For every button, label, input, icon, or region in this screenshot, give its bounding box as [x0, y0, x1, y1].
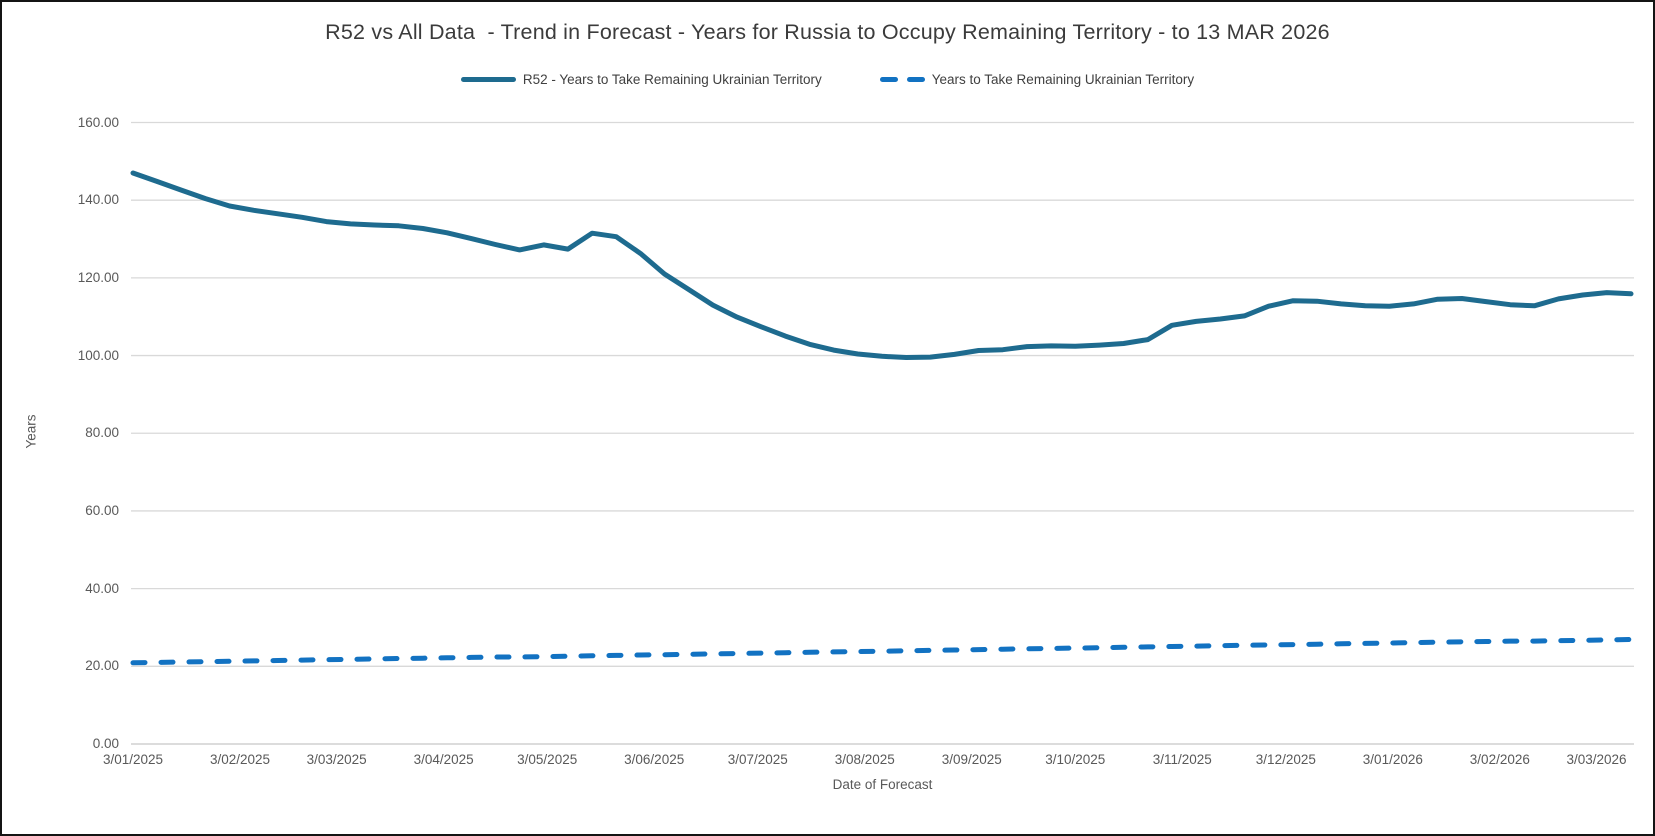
- series-line-dashed: [130, 637, 1634, 666]
- x-tick-label: 3/05/2025: [517, 752, 578, 767]
- y-tick-label: 0.00: [92, 736, 119, 751]
- legend-entry-alldata: Years to Take Remaining Ukrainian Territ…: [879, 72, 1195, 87]
- x-tick-label: 3/09/2025: [941, 752, 1002, 767]
- x-tick-label: 3/01/2025: [102, 752, 164, 767]
- x-tick-label: 3/03/2026: [1566, 752, 1627, 767]
- x-tick-label: 3/03/2025: [306, 752, 367, 767]
- dash-segment-icon: [906, 77, 925, 82]
- y-tick-label: 140.00: [77, 192, 119, 208]
- x-tick-label: 3/08/2025: [834, 752, 895, 767]
- legend-label-alldata: Years to Take Remaining Ukrainian Territ…: [931, 72, 1195, 87]
- y-tick-label: 100.00: [77, 347, 119, 363]
- dashed-line-swatch-icon: [879, 77, 925, 82]
- legend-label-r52: R52 - Years to Take Remaining Ukrainian …: [522, 72, 822, 87]
- x-tick-label: 3/02/2026: [1469, 752, 1530, 767]
- legend: R52 - Years to Take Remaining Ukrainian …: [2, 72, 1653, 87]
- x-tick-label: 3/01/2026: [1362, 752, 1423, 767]
- y-tick-label: 160.00: [77, 114, 119, 130]
- y-tick-label: 80.00: [85, 425, 119, 441]
- solid-line-swatch-icon: [460, 77, 516, 82]
- x-tick-label: 3/10/2025: [1045, 752, 1106, 767]
- y-tick-label: 60.00: [85, 502, 119, 518]
- y-tick-label: 40.00: [85, 580, 119, 596]
- x-tick-label: 3/02/2025: [209, 752, 271, 767]
- x-tick-label: 3/04/2025: [413, 752, 474, 767]
- chart-title: R52 vs All Data - Trend in Forecast - Ye…: [325, 20, 1330, 44]
- x-axis-title: Date of Forecast: [832, 777, 933, 792]
- y-tick-label: 120.00: [77, 269, 119, 285]
- dash-segment-icon: [879, 77, 898, 82]
- x-tick-label: 3/07/2025: [727, 752, 788, 767]
- legend-entry-r52: R52 - Years to Take Remaining Ukrainian …: [460, 72, 822, 87]
- x-tick-label: 3/12/2025: [1255, 752, 1316, 767]
- y-axis-title: Years: [23, 414, 39, 449]
- x-tick-label: 3/11/2025: [1152, 752, 1212, 767]
- x-tick-label: 3/06/2025: [624, 752, 685, 767]
- series-line-solid: [130, 170, 1634, 360]
- y-tick-label: 20.00: [85, 658, 119, 674]
